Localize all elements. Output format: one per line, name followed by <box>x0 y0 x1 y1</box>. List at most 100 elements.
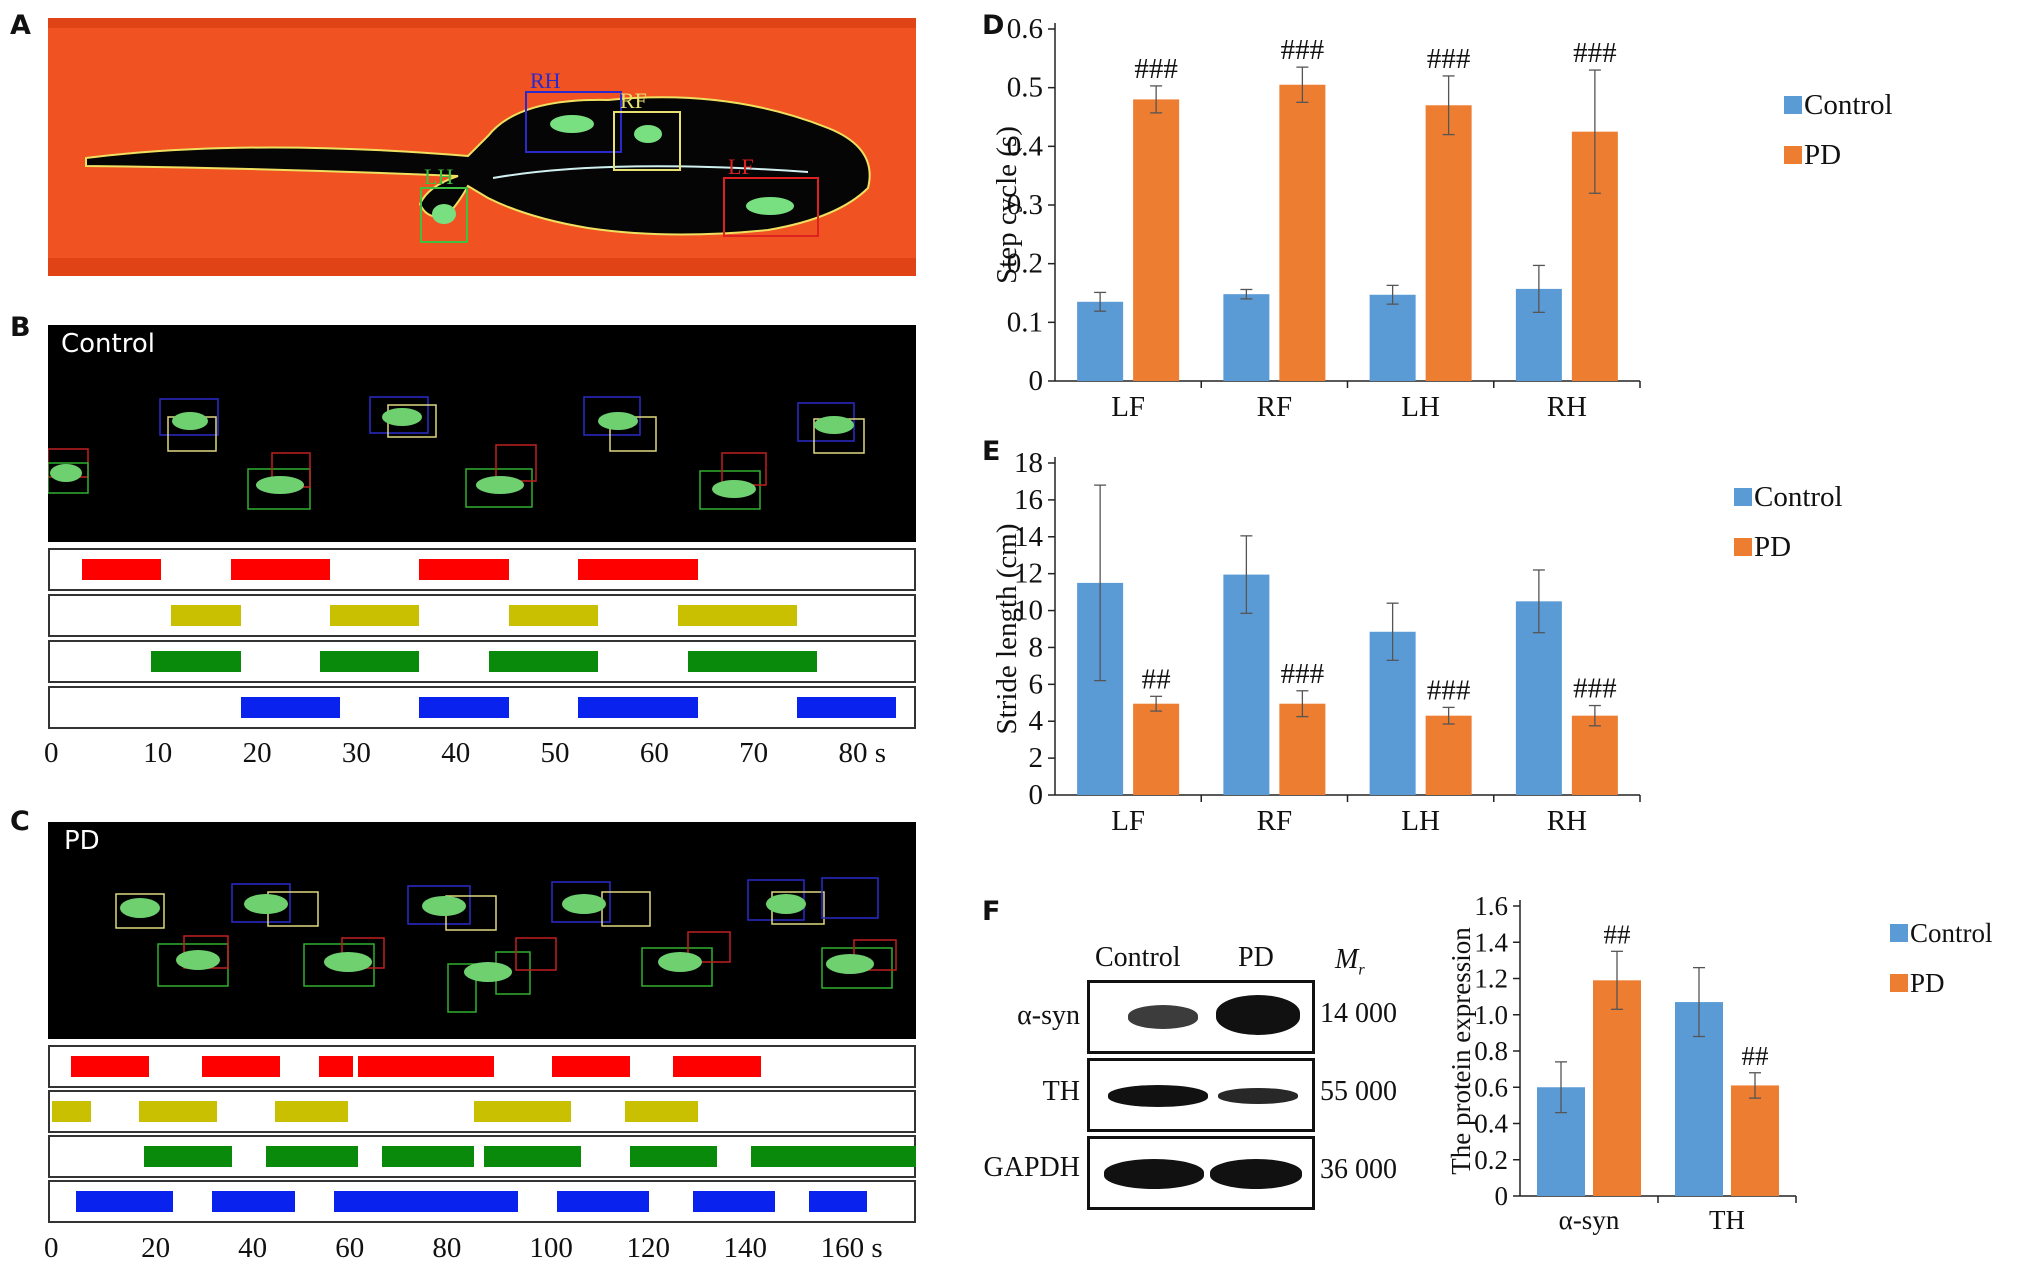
significance-annotation: ### <box>1281 658 1325 690</box>
time-tick-label: 0 <box>44 1232 59 1264</box>
bar-pd <box>1731 1085 1779 1196</box>
gait-stance-segment <box>508 605 599 626</box>
significance-annotation: ### <box>1573 673 1617 705</box>
y-tick-label: 18 <box>1014 447 1043 479</box>
y-tick-label: 0 <box>1029 779 1044 811</box>
lane-label-control: Control <box>1095 942 1181 973</box>
gait-stance-segment <box>318 1056 353 1077</box>
y-tick-label: 16 <box>1014 484 1043 516</box>
mr-value-asyn: 14 000 <box>1320 998 1397 1029</box>
panel-letter-a: A <box>10 10 31 41</box>
gait-stance-segment <box>750 1146 916 1167</box>
legend-swatch-pd <box>1784 146 1802 164</box>
gait-stance-segment <box>71 1056 150 1077</box>
significance-annotation: ## <box>1142 663 1171 695</box>
gait-stance-segment <box>809 1191 868 1212</box>
time-tick-label: 20 <box>141 1232 171 1264</box>
mr-label: Mr <box>1335 944 1365 979</box>
x-category-label: LF <box>1111 391 1145 423</box>
significance-annotation: ### <box>1427 674 1471 706</box>
y-tick-label: 0.6 <box>1007 13 1043 45</box>
mr-value-th: 55 000 <box>1320 1076 1397 1107</box>
band-asyn-pd <box>1216 995 1300 1035</box>
bar-pd <box>1133 99 1180 382</box>
band-gapdh-pd <box>1210 1159 1302 1189</box>
bar-pd <box>1593 980 1641 1196</box>
gait-stance-segment <box>275 1101 349 1122</box>
gait-track-row <box>48 1045 916 1088</box>
band-th-pd <box>1218 1088 1298 1104</box>
panel-letter-c: C <box>10 806 30 837</box>
legend-swatch-control <box>1890 924 1908 942</box>
time-tick-label: 60 <box>335 1232 365 1264</box>
gait-stance-segment <box>81 559 162 580</box>
y-tick-label: 0.1 <box>1007 306 1043 338</box>
lane-label-pd: PD <box>1238 942 1274 973</box>
panel-letter-d: D <box>982 10 1005 41</box>
gait-stance-segment <box>330 605 420 626</box>
gait-track-row <box>48 686 916 729</box>
x-category-label: RF <box>1257 805 1292 837</box>
rat-silhouette <box>85 96 871 236</box>
y-tick-label: 0.3 <box>1007 189 1043 221</box>
paw-box-lf <box>723 177 819 237</box>
y-tick-label: 4 <box>1029 705 1044 737</box>
legend-label-pd: PD <box>1804 139 1841 171</box>
y-tick-label: 8 <box>1029 631 1044 663</box>
time-tick-label: 30 <box>341 737 371 769</box>
gait-stance-segment <box>144 1146 232 1167</box>
blot-label-gapdh: GAPDH <box>983 1152 1080 1183</box>
time-tick-label: 0 <box>44 737 59 769</box>
x-category-label: TH <box>1709 1205 1745 1235</box>
gait-stance-segment <box>240 697 340 718</box>
y-tick-label: 0.4 <box>1007 130 1044 162</box>
blot-row-asyn <box>1087 980 1315 1054</box>
gait-stance-segment <box>212 1191 295 1212</box>
paw-label-lh: LH <box>424 164 453 189</box>
time-tick-label: 40 <box>238 1232 268 1264</box>
blot-row-th <box>1087 1058 1315 1132</box>
gait-track-row <box>48 594 916 637</box>
band-asyn-control <box>1128 1005 1198 1029</box>
y-tick-label: 1.4 <box>1474 927 1508 957</box>
time-tick-label: 20 <box>242 737 272 769</box>
x-category-label: RH <box>1547 805 1587 837</box>
legend-label-pd: PD <box>1754 531 1791 563</box>
y-tick-label: 1.6 <box>1474 891 1508 921</box>
gait-stance-segment <box>796 697 897 718</box>
bar-pd <box>1425 105 1472 382</box>
time-tick-label: 120 <box>626 1232 670 1264</box>
time-tick-label: 100 <box>529 1232 573 1264</box>
y-axis-label: Stride length (cm) <box>991 523 1023 734</box>
chart-stride-length: 0 2 4 6 8 10 12 14 16 18 Stride length (cm) LF ## RF #… <box>991 447 1843 837</box>
time-tick-label: 10 <box>143 737 173 769</box>
control-gait-image: Control <box>48 325 916 542</box>
y-tick-label: 0.8 <box>1474 1036 1508 1066</box>
gait-stance-segment <box>230 559 331 580</box>
legend-swatch-pd <box>1890 974 1908 992</box>
y-tick-label: 0.4 <box>1474 1109 1508 1139</box>
gait-stance-segment <box>333 1191 518 1212</box>
paw-label-rh: RH <box>530 68 561 93</box>
time-tick-label: 80 s <box>838 737 887 769</box>
blot-label-th: TH <box>1042 1076 1080 1107</box>
panel-letter-e: E <box>982 436 1001 467</box>
gait-stance-segment <box>419 559 509 580</box>
gait-track-row <box>48 640 916 683</box>
y-tick-label: 2 <box>1029 742 1044 774</box>
significance-annotation: ### <box>1281 34 1325 66</box>
mr-value-gapdh: 36 000 <box>1320 1154 1397 1185</box>
blot-label-asyn: α-syn <box>1017 1000 1080 1031</box>
x-category-label: LF <box>1111 805 1145 837</box>
gait-stance-segment <box>202 1056 281 1077</box>
y-tick-label: 1.2 <box>1474 964 1508 994</box>
bar-pd <box>1571 715 1618 795</box>
paw-label-rf: RF <box>620 88 647 113</box>
gait-stance-segment <box>484 1146 582 1167</box>
y-axis-label: Step cycle (s) <box>991 126 1023 284</box>
gait-stance-segment <box>551 1056 630 1077</box>
band-th-control <box>1108 1085 1208 1107</box>
paw-box-lh <box>420 187 468 243</box>
x-category-label: RF <box>1257 391 1292 423</box>
gait-stance-segment <box>578 559 698 580</box>
